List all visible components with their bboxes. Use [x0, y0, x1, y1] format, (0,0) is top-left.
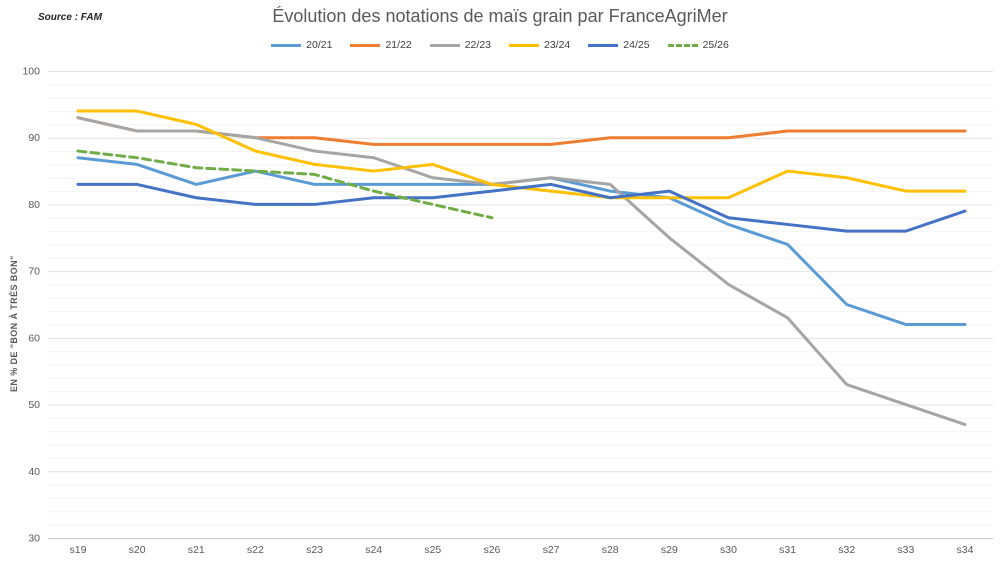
legend-line-swatch	[509, 43, 539, 47]
legend-item-22-23: 22/23	[429, 39, 491, 51]
legend-line-swatch	[588, 43, 619, 47]
chart-legend: 20/21 21/22 22/23 23/24 24/25 25/26	[0, 39, 1000, 51]
y-axis-ticks: 30 40 50 60 70 80 90 100	[22, 66, 40, 545]
x-tick-label: s34	[957, 544, 974, 556]
x-tick-label: s31	[779, 544, 796, 556]
y-tick-label: 100	[22, 66, 40, 78]
y-tick-label: 50	[28, 399, 40, 411]
series-line-23-24	[76, 109, 967, 200]
x-tick-label: s27	[543, 544, 560, 556]
legend-item-21-22: 21/22	[350, 39, 412, 51]
legend-label: 25/26	[702, 39, 729, 51]
legend-item-24-25: 24/25	[588, 39, 650, 51]
y-tick-label: 30	[28, 533, 40, 545]
x-tick-label: s28	[602, 544, 619, 556]
y-tick-label: 80	[28, 199, 40, 211]
series-line-22-23	[76, 116, 967, 427]
x-tick-label: s23	[306, 544, 323, 556]
x-tick-label: s19	[70, 544, 87, 556]
legend-item-20-21: 20/21	[271, 39, 332, 51]
x-tick-label: s24	[365, 544, 382, 556]
source-label: Source : FAM	[38, 12, 102, 23]
legend-line-swatch	[429, 43, 460, 47]
x-tick-label: s21	[188, 544, 205, 556]
series-line-25-26	[76, 149, 494, 220]
chart-title: Évolution des notations de maïs grain pa…	[272, 6, 728, 26]
legend-label: 24/25	[623, 39, 650, 51]
y-tick-label: 90	[28, 132, 40, 144]
legend-line-swatch	[350, 43, 381, 47]
series-line-24-25	[76, 182, 967, 233]
x-tick-label: s32	[838, 544, 855, 556]
x-axis-ticks: s19 s20 s21 s22 s23 s24 s25 s26 s27 s28 s29 s30 s31 s…	[70, 544, 974, 556]
legend-label: 23/24	[544, 39, 571, 51]
gridlines	[48, 71, 993, 539]
y-tick-label: 40	[28, 466, 40, 478]
legend-label: 22/23	[464, 39, 491, 51]
legend-label: 21/22	[385, 39, 412, 51]
x-tick-label: s33	[897, 544, 914, 556]
legend-item-23-24: 23/24	[509, 39, 570, 51]
y-tick-label: 70	[28, 266, 40, 278]
x-tick-label: s22	[247, 544, 264, 556]
y-tick-label: 60	[28, 332, 40, 344]
series-line-20-21	[76, 156, 967, 327]
x-tick-label: s30	[720, 544, 737, 556]
legend-line-swatch	[271, 43, 302, 47]
legend-label: 20/21	[306, 39, 333, 51]
x-tick-label: s29	[661, 544, 678, 556]
x-tick-label: s20	[129, 544, 146, 556]
x-tick-label: s26	[483, 544, 500, 556]
legend-item-25-26: 25/26	[667, 39, 729, 51]
x-tick-label: s25	[424, 544, 441, 556]
legend-line-swatch	[667, 43, 698, 47]
